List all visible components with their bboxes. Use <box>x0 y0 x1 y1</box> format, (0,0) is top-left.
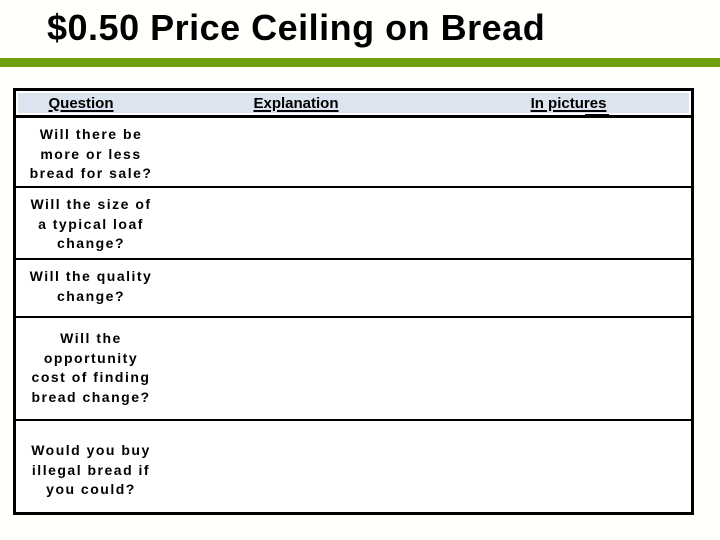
question-cell: Will the opportunity cost of finding bre… <box>31 330 151 405</box>
question-cell: Would you buy illegal bread if you could… <box>31 442 151 497</box>
header-label-question: Question <box>48 94 114 112</box>
in-pictures-cell <box>466 188 691 258</box>
title-accent-bar <box>0 58 720 67</box>
in-pictures-cell <box>466 260 691 316</box>
header-cell-in-pictures: In pictures <box>446 91 691 116</box>
table-row: Will the size of a typical loaf change? <box>16 188 691 260</box>
table-row: Will there be more or less bread for sal… <box>16 118 691 188</box>
header-cell-question: Question <box>16 91 146 115</box>
table-row: Would you buy illegal bread if you could… <box>16 421 691 512</box>
explanation-cell <box>166 318 466 419</box>
explanation-cell <box>166 421 466 512</box>
table-header-row: Question Explanation In pictures <box>16 91 691 118</box>
table-row: Will the opportunity cost of finding bre… <box>16 318 691 421</box>
in-pictures-cell <box>466 118 691 186</box>
explanation-cell <box>166 260 466 316</box>
table-row: Will the quality change? <box>16 260 691 318</box>
questions-table: Question Explanation In pictures Will th… <box>13 88 694 515</box>
slide-title: $0.50 Price Ceiling on Bread <box>47 7 546 48</box>
question-cell: Will there be more or less bread for sal… <box>29 126 153 181</box>
header-cell-explanation: Explanation <box>146 91 446 115</box>
question-cell: Will the quality change? <box>29 268 153 304</box>
explanation-cell <box>166 188 466 258</box>
explanation-cell <box>166 118 466 186</box>
header-label-in-pictures: In pictures <box>530 94 610 116</box>
in-pictures-cell <box>466 421 691 512</box>
question-cell: Will the size of a typical loaf change? <box>30 196 152 251</box>
in-pictures-cell <box>466 318 691 419</box>
header-label-explanation: Explanation <box>253 94 339 112</box>
